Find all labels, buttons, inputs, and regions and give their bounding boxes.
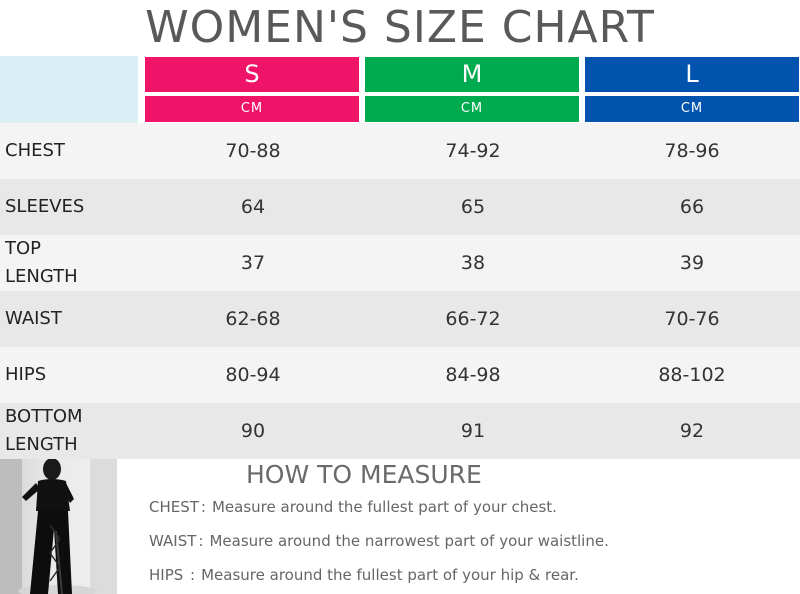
measure-item: WAIST: Measure around the narrowest part … (149, 528, 609, 554)
unit-header-l: CM (585, 96, 799, 122)
row-label: CHEST (5, 140, 65, 161)
page-title: WOMEN'S SIZE CHART (145, 2, 655, 53)
table-cell: 66-72 (445, 308, 501, 330)
table-cell: 65 (460, 196, 486, 218)
measure-separator: : (185, 566, 196, 584)
row-label: WAIST (5, 308, 62, 329)
table-cell: 84-98 (445, 364, 501, 386)
measure-title: HOW TO MEASURE (246, 460, 482, 489)
size-header-l: L (585, 57, 799, 92)
unit-header-m: CM (365, 96, 579, 122)
table-cell: 80-94 (225, 364, 281, 386)
measure-key: HIPS (149, 566, 184, 584)
measure-key: WAIST (149, 532, 197, 550)
row-label: HIPS (5, 364, 47, 385)
table-cell: 39 (679, 252, 705, 274)
table-cell: 66 (679, 196, 705, 218)
measure-separator: : (198, 532, 204, 550)
table-row: HIPS 80-94 84-98 88-102 (0, 347, 800, 403)
table-cell: 62-68 (225, 308, 281, 330)
size-header-s: S (145, 57, 359, 92)
measure-text: Measure around the fullest part of your … (211, 498, 557, 516)
measure-text: Measure around the narrowest part of you… (209, 532, 609, 550)
table-cell: 64 (240, 196, 266, 218)
table-row: WAIST 62-68 66-72 70-76 (0, 291, 800, 347)
row-label: TOP LENGTH (5, 238, 78, 287)
table-cell: 92 (679, 420, 705, 442)
product-photo (0, 459, 117, 594)
measure-item: CHEST: Measure around the fullest part of… (149, 494, 557, 520)
table-cell: 37 (240, 252, 266, 274)
table-row: TOP LENGTH 37 38 39 (0, 235, 800, 291)
table-cell: 78-96 (664, 140, 720, 162)
table-row: CHEST 70-88 74-92 78-96 (0, 123, 800, 179)
table-cell: 91 (460, 420, 486, 442)
table-row: BOTTOM LENGTH 90 91 92 (0, 403, 800, 459)
measure-text: Measure around the fullest part of your … (201, 566, 579, 584)
row-label: BOTTOM LENGTH (5, 406, 83, 455)
size-header-m: M (365, 57, 579, 92)
table-row: SLEEVES 64 65 66 (0, 179, 800, 235)
table-cell: 70-76 (664, 308, 720, 330)
measure-key: CHEST (149, 498, 199, 516)
model-figure-icon (0, 459, 117, 594)
table-cell: 90 (240, 420, 266, 442)
table-cell: 74-92 (445, 140, 501, 162)
table-corner (0, 56, 138, 123)
measure-separator: : (200, 498, 206, 516)
row-label: SLEEVES (5, 196, 85, 217)
table-cell: 38 (460, 252, 486, 274)
table-cell: 70-88 (225, 140, 281, 162)
unit-header-s: CM (145, 96, 359, 122)
table-cell: 88-102 (658, 364, 726, 386)
measure-item: HIPS : Measure around the fullest part of… (149, 562, 579, 588)
